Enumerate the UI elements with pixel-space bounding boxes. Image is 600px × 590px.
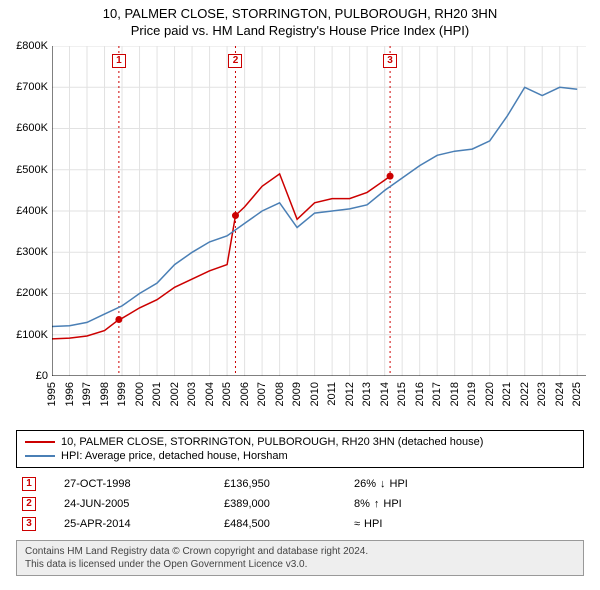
sale-date: 27-OCT-1998 [64,478,224,490]
attribution-box: Contains HM Land Registry data © Crown c… [16,540,584,576]
sale-marker-label: 3 [383,54,397,68]
y-tick-label: £200K [16,287,48,299]
x-tick-label: 2022 [519,382,531,406]
sale-delta-suffix: HPI [383,498,401,510]
x-tick-label: 2021 [501,382,513,406]
sale-delta-pct: 8% [354,498,370,510]
sales-table: 1 27-OCT-1998£136,95026% ↓ HPI 2 24-JUN-2005£… [16,474,584,534]
sale-delta: 26% ↓ HPI [354,478,484,490]
y-axis-labels: £0£100K£200K£300K£400K£500K£600K£700K£80… [2,46,50,376]
arrow-down-icon: ↓ [380,478,386,490]
x-tick-label: 1996 [64,382,76,406]
chart-title-line1: 10, PALMER CLOSE, STORRINGTON, PULBOROUG… [0,6,600,23]
x-tick-label: 2007 [256,382,268,406]
y-tick-label: £800K [16,40,48,52]
x-tick-label: 2018 [449,382,461,406]
y-tick-label: £700K [16,81,48,93]
x-tick-label: 1998 [99,382,111,406]
x-tick-label: 2020 [484,382,496,406]
y-tick-label: £300K [16,246,48,258]
x-tick-label: 2013 [361,382,373,406]
x-tick-label: 2006 [239,382,251,406]
sale-row: 2 24-JUN-2005£389,0008% ↑HPI [16,494,584,514]
attribution-line2: This data is licensed under the Open Gov… [25,558,575,571]
x-tick-label: 2011 [326,382,338,406]
x-tick-label: 2023 [536,382,548,406]
y-tick-label: £600K [16,122,48,134]
x-tick-label: 2000 [134,382,146,406]
sale-row: 1 27-OCT-1998£136,95026% ↓ HPI [16,474,584,494]
x-axis-labels: 1995199619971998199920002001200220032004… [52,378,586,428]
x-tick-label: 2009 [291,382,303,406]
sale-number-badge: 1 [22,477,36,491]
x-tick-label: 2002 [169,382,181,406]
page-root: 10, PALMER CLOSE, STORRINGTON, PULBOROUG… [0,0,600,590]
arrow-up-icon: ↑ [374,498,380,510]
sale-marker-label: 2 [228,54,242,68]
chart-title-line2: Price paid vs. HM Land Registry's House … [0,23,600,40]
legend-swatch [25,441,55,443]
x-tick-label: 2019 [466,382,478,406]
title-block: 10, PALMER CLOSE, STORRINGTON, PULBOROUG… [0,0,600,40]
sale-delta: 8% ↑HPI [354,498,484,510]
x-tick-label: 2012 [344,382,356,406]
sale-delta-suffix: HPI [390,478,408,490]
legend-label: 10, PALMER CLOSE, STORRINGTON, PULBOROUG… [61,436,483,448]
attribution-line1: Contains HM Land Registry data © Crown c… [25,545,575,558]
chart-svg [52,46,586,376]
x-tick-label: 2003 [186,382,198,406]
x-tick-label: 2016 [414,382,426,406]
x-tick-label: 2005 [221,382,233,406]
x-tick-label: 2010 [309,382,321,406]
y-tick-label: £500K [16,164,48,176]
x-tick-label: 2025 [571,382,583,406]
legend-item: 10, PALMER CLOSE, STORRINGTON, PULBOROUG… [25,435,575,449]
sale-delta-suffix: HPI [364,518,382,530]
chart-area: £0£100K£200K£300K£400K£500K£600K£700K£80… [52,46,586,376]
x-tick-label: 1995 [46,382,58,406]
x-tick-label: 1999 [116,382,128,406]
sale-date: 24-JUN-2005 [64,498,224,510]
x-tick-label: 1997 [81,382,93,406]
y-tick-label: £400K [16,205,48,217]
x-tick-label: 2024 [554,382,566,406]
x-tick-label: 2008 [274,382,286,406]
approx-icon: ≈ [354,518,360,530]
x-tick-label: 2001 [151,382,163,406]
sale-date: 25-APR-2014 [64,518,224,530]
x-tick-label: 2004 [204,382,216,406]
sale-price: £136,950 [224,478,354,490]
x-tick-label: 2017 [431,382,443,406]
sale-price: £484,500 [224,518,354,530]
sale-delta: ≈ HPI [354,518,484,530]
y-tick-label: £0 [36,370,48,382]
x-tick-label: 2014 [379,382,391,406]
sale-price: £389,000 [224,498,354,510]
legend-box: 10, PALMER CLOSE, STORRINGTON, PULBOROUG… [16,430,584,468]
x-tick-label: 2015 [396,382,408,406]
y-tick-label: £100K [16,329,48,341]
legend-item: HPI: Average price, detached house, Hors… [25,449,575,463]
sale-delta-pct: 26% [354,478,376,490]
sale-number-badge: 3 [22,517,36,531]
sale-number-badge: 2 [22,497,36,511]
sale-row: 3 25-APR-2014£484,500≈ HPI [16,514,584,534]
legend-label: HPI: Average price, detached house, Hors… [61,450,288,462]
legend-swatch [25,455,55,457]
sale-marker-label: 1 [112,54,126,68]
